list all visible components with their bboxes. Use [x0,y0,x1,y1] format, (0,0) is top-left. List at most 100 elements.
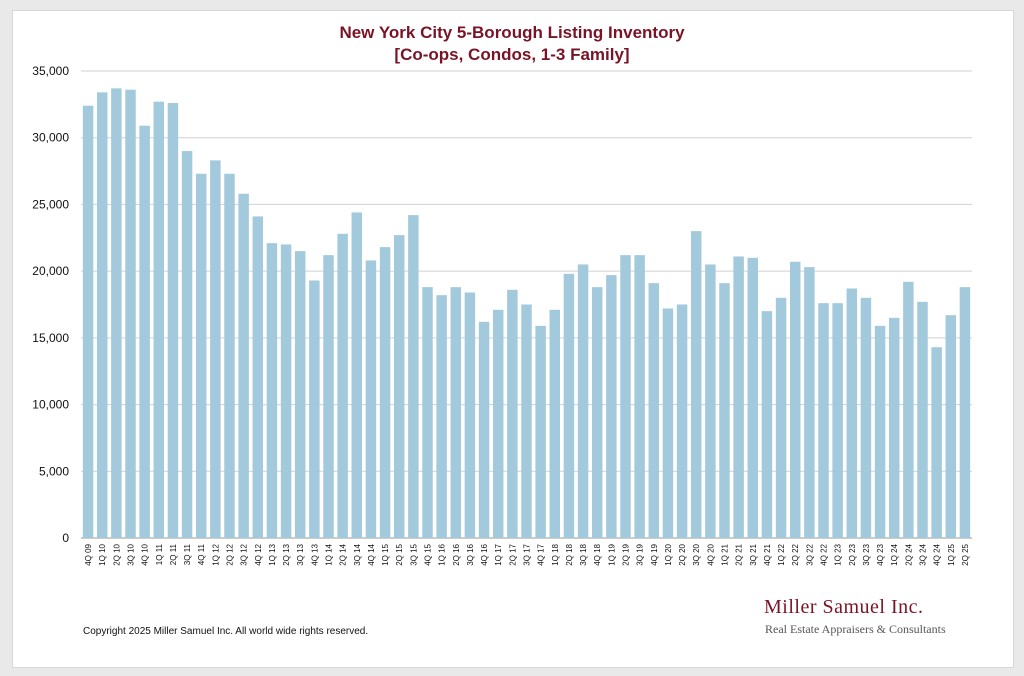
x-tick-label: 2Q 17 [508,543,517,565]
bar [238,193,249,539]
bar [252,216,264,539]
bar [733,256,744,538]
x-tick-label: 1Q 14 [325,543,334,565]
x-tick-label: 4Q 13 [310,543,319,565]
x-tick-label: 3Q 15 [409,543,418,565]
x-tick-label: 2Q 16 [452,543,461,565]
x-tick-label: 3Q 14 [353,543,362,565]
x-tick-label: 4Q 11 [197,543,206,565]
bar [620,255,631,539]
bar [82,105,94,538]
bar [379,247,391,538]
y-tick-label: 25,000 [32,197,69,211]
bar [931,347,942,538]
x-tick-label: 3Q 12 [240,543,249,565]
x-tick-label: 1Q 18 [551,543,560,565]
bar [719,283,730,538]
x-tick-label: 4Q 10 [141,543,150,565]
y-tick-label: 0 [62,531,69,545]
chart-title: New York City 5-Borough Listing Inventor… [339,23,685,42]
bar [846,288,858,538]
bar [903,281,914,538]
bar [153,101,165,538]
bar [393,235,405,539]
x-tick-label: 3Q 19 [636,543,645,565]
bar [224,173,235,539]
x-tick-label: 1Q 12 [211,543,220,565]
x-tick-label: 1Q 24 [890,543,899,565]
x-tick-label: 4Q 17 [537,543,546,565]
x-tick-label: 1Q 19 [607,543,616,565]
bar [323,255,334,539]
bar [775,297,787,538]
bar [662,308,674,538]
bar [874,325,886,538]
bar [492,309,504,538]
x-tick-label: 4Q 09 [84,543,93,565]
bar [804,267,815,538]
x-tick-label: 4Q 24 [933,543,942,565]
bar [181,151,193,539]
bar [436,295,447,538]
x-tick-label: 2Q 14 [339,543,348,565]
bar [959,287,971,538]
bar [450,287,462,538]
x-tick-label: 4Q 12 [254,543,263,565]
bar [294,251,306,538]
x-tick-label: 2Q 21 [735,543,744,565]
x-tick-label: 4Q 15 [424,543,433,565]
bar [648,283,660,538]
x-tick-label: 1Q 25 [947,543,956,565]
x-tick-label: 2Q 24 [904,543,913,565]
x-tick-label: 1Q 16 [438,543,447,565]
bar [888,317,900,538]
y-tick-label: 30,000 [32,131,69,145]
x-tick-label: 2Q 15 [395,543,404,565]
x-tick-label: 3Q 16 [466,543,475,565]
bar [634,255,645,539]
x-tick-label: 1Q 15 [381,543,390,565]
x-tick-label: 2Q 20 [678,543,687,565]
bar [747,257,759,538]
bar [818,303,829,538]
x-tick-label: 1Q 13 [268,543,277,565]
bar [266,243,278,538]
x-tick-label: 1Q 11 [155,543,164,565]
x-tick-label: 3Q 17 [523,543,532,565]
x-tick-label: 3Q 22 [805,543,814,565]
x-tick-label: 1Q 22 [777,543,786,565]
bar [690,231,702,538]
x-tick-label: 4Q 22 [820,543,829,565]
y-tick-label: 20,000 [32,264,69,278]
bar [195,173,207,539]
x-tick-label: 2Q 22 [791,543,800,565]
bar [280,244,292,538]
x-tick-label: 1Q 21 [721,543,730,565]
x-tick-label: 1Q 17 [494,543,503,565]
bar [521,304,532,538]
bar [337,233,348,539]
x-tick-label: 3Q 18 [579,543,588,565]
bar [507,289,518,538]
bar [676,304,688,538]
copyright-text: Copyright 2025 Miller Samuel Inc. All wo… [83,626,369,637]
chart-subtitle: [Co-ops, Condos, 1-3 Family] [394,45,630,64]
x-tick-label: 4Q 14 [367,543,376,565]
x-tick-label: 2Q 12 [226,543,235,565]
bar [125,89,136,539]
x-tick-label: 3Q 13 [296,543,305,565]
x-tick-label: 3Q 21 [749,543,758,565]
bar [478,321,490,538]
y-tick-label: 10,000 [32,398,69,412]
x-tick-label: 3Q 23 [862,543,871,565]
x-tick-label: 3Q 20 [692,543,701,565]
x-tick-label: 4Q 23 [876,543,885,565]
x-tick-label: 2Q 11 [169,543,178,565]
x-tick-label: 3Q 10 [127,543,136,565]
x-tick-label: 4Q 16 [480,543,489,565]
x-tick-label: 2Q 23 [848,543,857,565]
bar [96,92,108,538]
bar [563,273,575,538]
bar [210,160,221,538]
